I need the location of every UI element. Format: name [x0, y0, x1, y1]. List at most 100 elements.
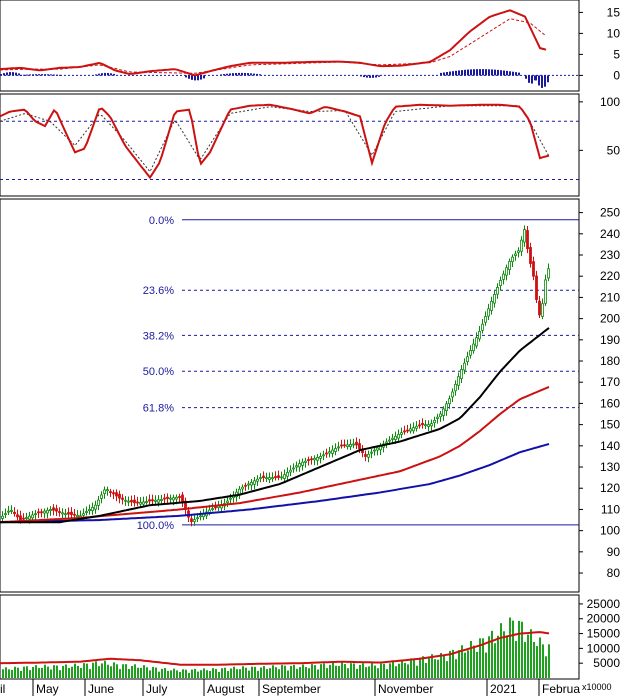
macd-histogram-bar — [497, 69, 499, 76]
candle-body — [442, 408, 445, 416]
candle-body — [391, 437, 394, 440]
candle-body — [544, 279, 547, 304]
volume-tick-label: 10000 — [587, 641, 621, 655]
macd-histogram-bar — [547, 75, 549, 83]
macd-histogram-bar — [485, 69, 487, 76]
volume-bar — [320, 664, 322, 678]
macd-histogram-bar — [18, 73, 20, 76]
candle-body — [457, 376, 460, 386]
candle-body — [19, 515, 22, 521]
volume-bar — [239, 669, 241, 678]
volume-bar — [536, 646, 538, 678]
candle-body — [448, 398, 451, 405]
volume-bar — [53, 665, 55, 678]
candle-body — [274, 476, 277, 479]
volume-bar — [293, 664, 295, 678]
candle-body — [499, 280, 502, 286]
candle-body — [25, 517, 28, 519]
volume-bar — [419, 657, 421, 678]
macd-histogram-bar — [440, 72, 442, 76]
candle-body — [271, 477, 274, 480]
volume-bar — [98, 666, 100, 678]
volume-bar — [467, 650, 469, 678]
volume-bar — [494, 643, 496, 678]
volume-bar — [383, 663, 385, 678]
volume-bar — [299, 667, 301, 678]
candle-body — [496, 287, 499, 295]
macd-histogram-bar — [12, 72, 14, 76]
price-tick-label: 140 — [600, 439, 620, 453]
candle-body — [514, 253, 517, 256]
volume-bar — [32, 666, 34, 678]
candle-body — [328, 451, 331, 454]
volume-bar — [266, 669, 268, 678]
volume-bar — [206, 670, 208, 678]
x-tick-label: November — [378, 682, 433, 696]
volume-bar — [275, 667, 277, 678]
candle-body — [160, 498, 163, 501]
macd-histogram-bar — [494, 69, 496, 76]
macd-histogram-bar — [506, 70, 508, 76]
price-tick-label: 150 — [600, 418, 620, 432]
volume-bar — [143, 665, 145, 678]
volume-bar — [281, 665, 283, 678]
macd-histogram-bar — [443, 72, 445, 76]
volume-bar — [440, 653, 442, 678]
candle-body — [463, 362, 466, 371]
volume-bar — [323, 663, 325, 678]
candle-body — [247, 483, 250, 486]
candle-body — [538, 300, 541, 316]
candle-body — [481, 323, 484, 331]
macd-histogram-bar — [488, 69, 490, 76]
volume-bar — [86, 663, 88, 678]
volume-bar — [371, 663, 373, 678]
candle-body — [43, 510, 46, 514]
volume-bar — [263, 666, 265, 678]
candle-body — [76, 514, 79, 517]
candle-body — [91, 506, 94, 512]
volume-bar — [287, 670, 289, 678]
candle-body — [31, 514, 34, 519]
price-panel — [0, 198, 580, 593]
macd-histogram-bar — [223, 74, 225, 76]
candle-body — [70, 511, 73, 515]
volume-bar — [302, 664, 304, 678]
volume-bar — [515, 640, 517, 678]
candle-body — [112, 492, 115, 495]
volume-bar — [479, 638, 481, 678]
volume-bar — [23, 666, 25, 678]
volume-bar — [317, 669, 319, 678]
candle-body — [250, 481, 253, 486]
candle-body — [61, 512, 64, 515]
volume-bar — [518, 620, 520, 678]
volume-bar — [131, 665, 133, 678]
candle-body — [451, 391, 454, 398]
candle-body — [256, 478, 259, 482]
macd-histogram-bar — [107, 72, 109, 76]
x-tick-label-partial: il — [0, 682, 5, 696]
macd-histogram-bar — [188, 75, 190, 79]
candle-body — [412, 427, 415, 432]
candle-body — [343, 444, 346, 447]
volume-bar — [491, 630, 493, 678]
price-tick-label: 210 — [600, 290, 620, 304]
volume-bar — [218, 671, 220, 678]
candle-body — [421, 422, 424, 426]
x-tick-label: June — [88, 682, 114, 696]
candle-body — [523, 229, 526, 243]
volume-bar — [152, 666, 154, 678]
candle-body — [4, 513, 7, 516]
macd-histogram-bar — [538, 75, 540, 86]
volume-bar — [485, 652, 487, 678]
macd-histogram-bar — [452, 71, 454, 76]
volume-bar — [482, 638, 484, 678]
volume-bar — [2, 669, 4, 678]
volume-bar — [59, 670, 61, 678]
candle-body — [403, 430, 406, 433]
macd-histogram-bar — [26, 74, 28, 76]
candle-body — [169, 497, 172, 500]
price-tick-label: 130 — [600, 460, 620, 474]
candle-body — [214, 506, 217, 509]
volume-bar — [422, 656, 424, 678]
volume-bar — [221, 668, 223, 678]
